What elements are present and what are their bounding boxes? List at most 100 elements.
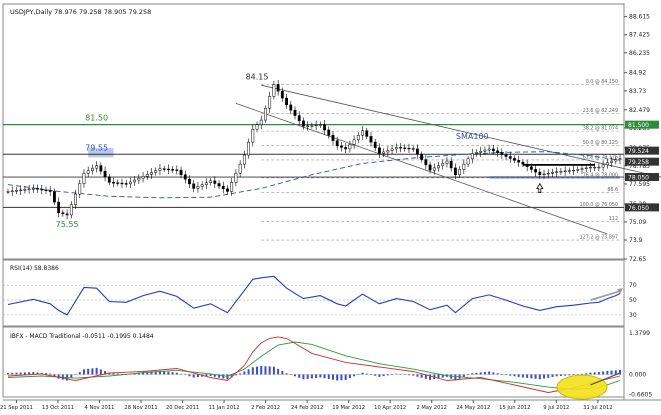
candle-body bbox=[6, 191, 10, 193]
candle-body bbox=[344, 147, 348, 150]
macd-histogram-bar bbox=[429, 374, 432, 380]
candle-body bbox=[175, 169, 179, 171]
candle-body bbox=[411, 148, 415, 150]
macd-histogram-bar bbox=[336, 374, 339, 381]
candle-body bbox=[479, 150, 483, 153]
candle-body bbox=[542, 173, 546, 176]
candle-body bbox=[251, 128, 255, 143]
macd-histogram-bar bbox=[344, 374, 347, 380]
date-tick-label: 21 Sep 2011 bbox=[0, 405, 33, 411]
macd-histogram-bar bbox=[104, 371, 107, 375]
macd-histogram-bar bbox=[555, 374, 558, 377]
macd-chart: IBFX - MACD Traditional -0.0511 -0.1995 … bbox=[3, 330, 652, 400]
candle-body bbox=[470, 153, 474, 160]
macd-histogram-bar bbox=[32, 372, 35, 375]
candle-body bbox=[563, 170, 567, 173]
candle-body bbox=[179, 169, 183, 175]
macd-histogram-bar bbox=[614, 370, 617, 375]
fibonacci-level-label: 38.2 @ 81.074 bbox=[583, 126, 618, 132]
candle-body bbox=[610, 160, 613, 163]
candle-body bbox=[458, 169, 462, 175]
macd-histogram-bar bbox=[500, 374, 503, 375]
trend-channel-lower bbox=[235, 103, 608, 235]
candle-body bbox=[217, 183, 221, 187]
candle-body bbox=[538, 171, 542, 175]
candle-body bbox=[221, 185, 225, 190]
date-tick-label: 10 Apr 2012 bbox=[374, 405, 406, 411]
main-panel-border bbox=[2, 3, 625, 260]
macd-histogram-bar bbox=[496, 373, 499, 375]
macd-histogram-bar bbox=[471, 373, 474, 375]
candle-body bbox=[618, 158, 622, 160]
candle-body bbox=[369, 136, 373, 143]
macd-histogram-bar bbox=[57, 374, 60, 379]
macd-signal-line bbox=[7, 341, 621, 390]
candle-body bbox=[285, 97, 288, 106]
macd-histogram-bar bbox=[534, 374, 537, 379]
candle-body bbox=[466, 158, 470, 165]
candle-body bbox=[399, 147, 402, 149]
macd-histogram-bar bbox=[192, 374, 195, 378]
date-tick-label: 15 Jun 2012 bbox=[499, 405, 530, 411]
candle-body bbox=[133, 179, 137, 183]
fibonacci-level-label: 100.0 @ 76.050 bbox=[580, 202, 618, 208]
rsi-tick-label: 70 bbox=[629, 282, 637, 289]
price-tag-box bbox=[625, 157, 659, 166]
macd-trend-arrow bbox=[590, 372, 621, 386]
candle-body bbox=[555, 171, 559, 173]
price-tag-label: 79.258 bbox=[628, 159, 649, 166]
macd-histogram-bar bbox=[530, 374, 533, 379]
macd-histogram-bar bbox=[441, 374, 444, 378]
candle-body bbox=[95, 165, 99, 169]
candle-body bbox=[306, 125, 310, 127]
candle-body bbox=[171, 169, 175, 171]
candle-body bbox=[327, 129, 331, 136]
macd-histogram-bar bbox=[91, 368, 94, 375]
macd-histogram-bar bbox=[323, 374, 326, 379]
macd-histogram-bar bbox=[521, 374, 524, 378]
macd-histogram-bar bbox=[378, 374, 381, 377]
candle-body bbox=[521, 161, 525, 165]
price-annotation: 79.55 bbox=[85, 143, 108, 152]
candle-body bbox=[576, 169, 580, 171]
date-tick-label: 28 Nov 2011 bbox=[124, 405, 157, 411]
price-annotation: SMA100 bbox=[456, 132, 489, 141]
candle-body bbox=[567, 170, 571, 172]
macd-histogram-bar bbox=[281, 371, 284, 375]
date-axis: 21 Sep 2011 13 Oct 2011 4 Nov 2011 28 Nov 2… bbox=[0, 400, 613, 411]
rsi-trend-arrow bbox=[590, 290, 621, 301]
candle-body bbox=[19, 189, 23, 191]
candle-body bbox=[247, 141, 250, 156]
candle-body bbox=[314, 124, 318, 127]
date-tick-label: 24 Feb 2012 bbox=[291, 405, 323, 411]
macd-histogram-bar bbox=[538, 374, 541, 380]
candle-body bbox=[44, 189, 48, 191]
candle-body bbox=[331, 135, 335, 141]
candle-body bbox=[82, 172, 86, 184]
price-tag-label: 76.050 bbox=[628, 205, 649, 212]
macd-histogram-bar bbox=[298, 374, 301, 378]
candle-body bbox=[584, 167, 588, 169]
price-tick-label: 83.73 bbox=[629, 88, 646, 95]
date-tick-label: 24 May 2012 bbox=[456, 405, 490, 411]
candle-body bbox=[517, 160, 521, 163]
candle-body bbox=[407, 147, 411, 150]
macd-histogram-bar bbox=[167, 371, 170, 375]
fibonacci-level-label: 61.8 @ 79.175 bbox=[583, 154, 618, 160]
candle-body bbox=[529, 166, 533, 170]
macd-histogram-bar bbox=[11, 372, 14, 375]
macd-histogram-bar bbox=[99, 369, 102, 375]
rsi-line bbox=[7, 275, 621, 316]
candle-body bbox=[78, 183, 82, 195]
zone-78-05-highlight bbox=[489, 175, 620, 179]
rsi-arrow-head bbox=[617, 288, 623, 295]
date-tick-label: 13 Oct 2011 bbox=[42, 405, 74, 411]
candle-body bbox=[158, 168, 162, 171]
candle-body bbox=[259, 119, 263, 125]
candle-body bbox=[365, 130, 369, 137]
date-tick-label: 4 Nov 2011 bbox=[85, 405, 115, 411]
candle-body bbox=[57, 201, 61, 213]
candle-body bbox=[48, 190, 52, 192]
macd-histogram-bar bbox=[7, 372, 9, 375]
macd-histogram-bar bbox=[327, 374, 330, 379]
